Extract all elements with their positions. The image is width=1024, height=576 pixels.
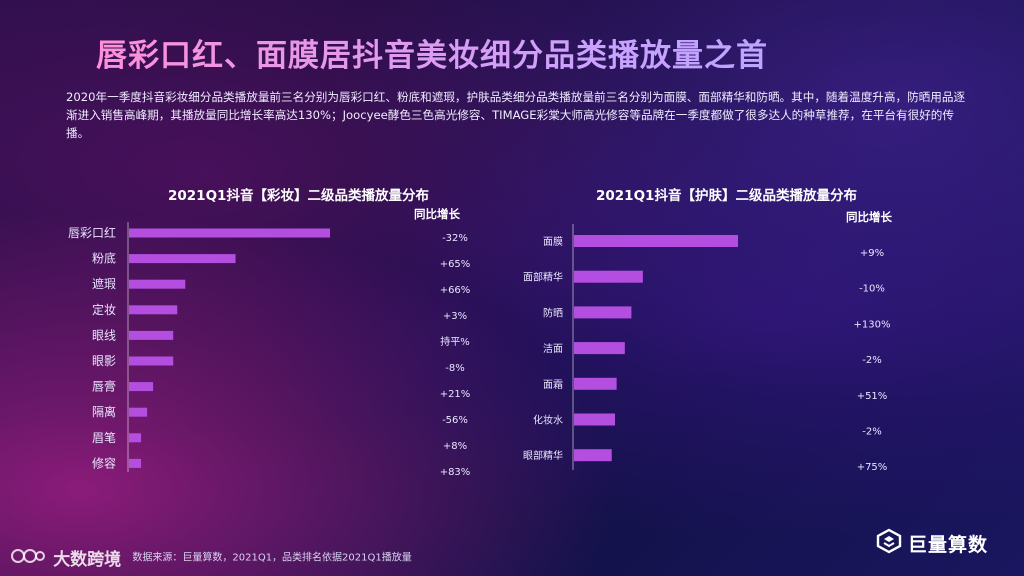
makeup-growth-label: +65% xyxy=(440,259,471,270)
makeup-growth-label: -8% xyxy=(445,363,464,374)
source-note: 数据来源：巨量算数，2021Q1，品类排名依据2021Q1播放量 xyxy=(132,552,412,564)
watermark-icon xyxy=(10,546,46,569)
makeup-growth-label: +8% xyxy=(443,441,467,452)
makeup-category-label: 眼线 xyxy=(92,328,116,342)
skincare-bar xyxy=(574,413,615,426)
makeup-growth-label: -32% xyxy=(442,233,468,244)
makeup-category-label: 唇彩口红 xyxy=(68,225,116,240)
makeup-growth-header: 同比增长 xyxy=(414,207,460,221)
makeup-growth-label: 持平% xyxy=(440,335,470,348)
skincare-growth-label: +75% xyxy=(857,462,888,473)
makeup-bar xyxy=(129,407,148,417)
skincare-category-label: 化妆水 xyxy=(533,414,563,427)
makeup-bar xyxy=(129,330,174,340)
page-title: 唇彩口红、面膜居抖音美妆细分品类播放量之首 xyxy=(96,30,936,75)
skincare-bar xyxy=(574,235,738,247)
makeup-category-label: 遮瑕 xyxy=(92,276,116,291)
skincare-chart-title: 2021Q1抖音【护肤】二级品类播放量分布 xyxy=(596,188,857,204)
makeup-category-label: 唇膏 xyxy=(92,379,116,394)
makeup-growth-label: +66% xyxy=(440,285,471,296)
makeup-category-label: 眉笔 xyxy=(92,430,116,445)
brand-logo: 巨量算数 xyxy=(876,528,988,558)
skincare-growth-label: -2% xyxy=(862,355,881,366)
makeup-bar xyxy=(129,254,236,264)
makeup-bar xyxy=(129,433,142,443)
makeup-category-label: 定妆 xyxy=(92,302,116,317)
makeup-bar xyxy=(129,228,330,238)
makeup-growth-label: -56% xyxy=(442,415,468,426)
logo-text: 巨量算数 xyxy=(908,533,989,556)
makeup-category-label: 粉底 xyxy=(92,251,116,266)
skincare-growth-label: -10% xyxy=(859,284,885,295)
skincare-growth-header: 同比增长 xyxy=(846,210,892,224)
watermark-text: 大数跨境 xyxy=(53,550,122,570)
makeup-bar xyxy=(129,305,178,315)
makeup-growth-label: +83% xyxy=(440,467,471,478)
skincare-category-label: 面部精华 xyxy=(523,271,563,284)
skincare-bar xyxy=(574,449,612,462)
makeup-bar xyxy=(129,279,186,289)
makeup-category-label: 修容 xyxy=(92,455,116,470)
skincare-category-label: 面膜 xyxy=(543,236,563,248)
skincare-growth-label: -2% xyxy=(862,427,881,438)
makeup-growth-label: +3% xyxy=(443,311,467,322)
skincare-bar xyxy=(574,306,632,319)
logo-icon xyxy=(876,528,902,558)
skincare-category-label: 防晒 xyxy=(543,306,563,319)
skincare-growth-label: +51% xyxy=(857,391,888,402)
skincare-category-label: 眼部精华 xyxy=(523,449,563,462)
description-text: 2020年一季度抖音彩妆细分品类播放量前三名分别为唇彩口红、粉底和遮瑕，护肤品类… xyxy=(66,90,966,140)
makeup-category-label: 隔离 xyxy=(92,404,116,419)
makeup-bar xyxy=(129,356,174,366)
makeup-bar xyxy=(129,458,142,468)
skincare-bar xyxy=(574,270,643,283)
skincare-category-label: 面霜 xyxy=(543,379,563,391)
skincare-growth-label: +9% xyxy=(860,248,884,259)
skincare-growth-label: +130% xyxy=(854,319,891,330)
makeup-chart-title: 2021Q1抖音【彩妆】二级品类播放量分布 xyxy=(168,188,429,204)
footer: 大数跨境 数据来源：巨量算数，2021Q1，品类排名依据2021Q1播放量 xyxy=(10,545,412,570)
skincare-bar xyxy=(574,342,625,355)
makeup-bar xyxy=(129,382,154,392)
makeup-growth-label: +21% xyxy=(440,389,471,400)
skincare-bar xyxy=(574,377,617,390)
skincare-category-label: 洁面 xyxy=(543,342,563,355)
makeup-category-label: 眼影 xyxy=(92,354,116,368)
